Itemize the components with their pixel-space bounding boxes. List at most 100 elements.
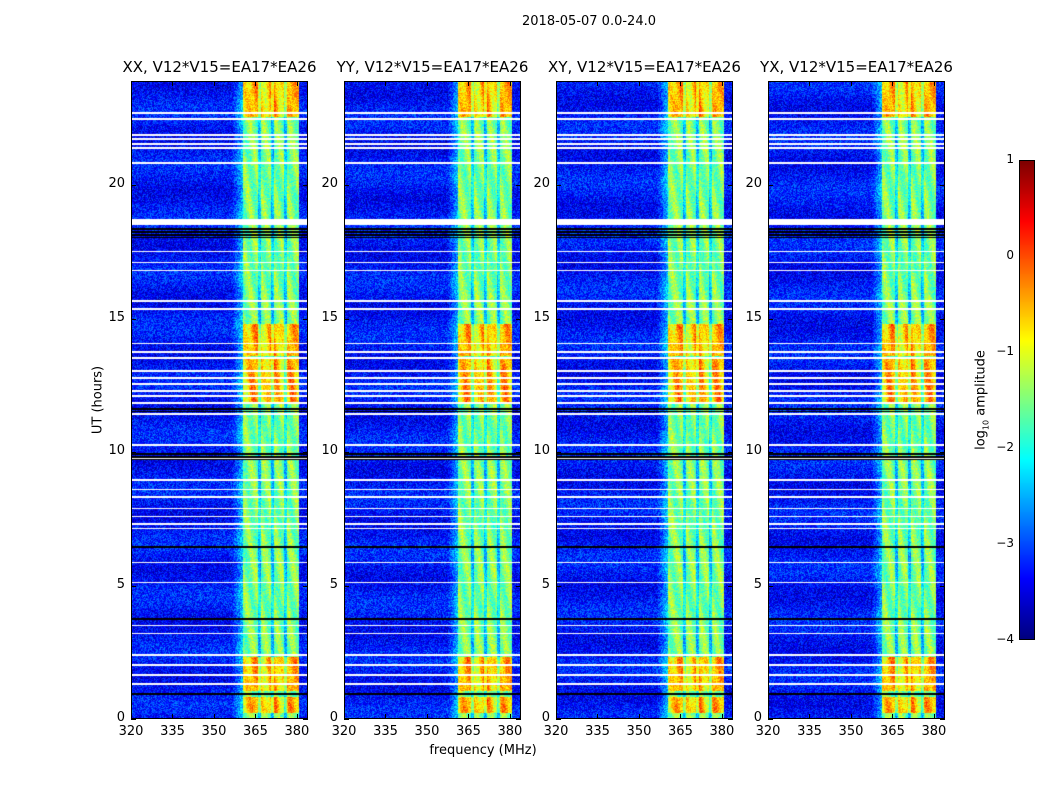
colorbar-gradient	[1020, 161, 1034, 639]
x-tick-label: 320	[755, 724, 781, 739]
x-tick-mark	[680, 714, 682, 719]
x-tick-label: 365	[668, 724, 693, 739]
y-tick-mark	[344, 452, 349, 454]
y-tick-mark	[940, 719, 945, 720]
panel-title: XX, V12*V15=EA17*EA26	[122, 58, 317, 76]
y-tick-mark	[556, 585, 561, 587]
heatmap-axes	[768, 81, 945, 719]
y-tick-mark	[344, 585, 349, 587]
x-tick-label: 320	[118, 724, 144, 739]
y-tick-mark	[303, 585, 308, 587]
x-tick-mark	[172, 81, 174, 86]
y-tick-label: 0	[753, 710, 762, 725]
x-tick-mark	[933, 714, 935, 719]
y-tick-label: 10	[321, 443, 338, 459]
x-tick-mark	[850, 81, 852, 86]
y-tick-mark	[940, 185, 945, 187]
y-tick-label: 20	[108, 176, 125, 192]
x-tick-mark	[721, 81, 723, 86]
x-tick-mark	[468, 714, 470, 719]
y-tick-mark	[131, 719, 136, 720]
y-tick-mark	[556, 719, 561, 720]
colorbar-label-rest: amplitude	[973, 350, 989, 420]
y-tick-mark	[728, 452, 733, 454]
y-tick-mark	[516, 318, 521, 320]
y-tick-mark	[131, 452, 136, 454]
x-tick-mark	[809, 714, 811, 719]
y-axis-label: UT (hours)	[90, 365, 106, 435]
x-tick-mark	[556, 714, 557, 719]
x-tick-mark	[131, 714, 132, 719]
colorbar-tick-label: −1	[996, 344, 1014, 358]
x-tick-mark	[426, 81, 428, 86]
heatmap-canvas	[345, 82, 520, 718]
y-tick-label: 10	[108, 443, 125, 459]
y-tick-label: 5	[116, 576, 125, 592]
y-tick-mark	[940, 318, 945, 320]
x-tick-mark	[638, 81, 640, 86]
y-tick-mark	[303, 719, 308, 720]
x-tick-mark	[509, 81, 511, 86]
x-tick-label: 350	[201, 724, 227, 739]
y-tick-mark	[516, 452, 521, 454]
x-tick-mark	[509, 714, 511, 719]
y-tick-mark	[768, 185, 773, 187]
x-tick-mark	[768, 81, 769, 86]
colorbar	[1019, 160, 1035, 640]
x-tick-label: 365	[456, 724, 481, 739]
panel-title: XY, V12*V15=EA17*EA26	[548, 58, 741, 76]
y-tick-mark	[556, 185, 561, 187]
x-tick-mark	[768, 714, 769, 719]
x-tick-label: 320	[331, 724, 357, 739]
y-tick-label: 5	[753, 576, 762, 592]
colorbar-tick-label: 1	[1006, 152, 1014, 166]
x-tick-mark	[850, 714, 852, 719]
y-tick-label: 0	[329, 710, 338, 725]
colorbar-tick-label: 0	[1006, 248, 1014, 262]
x-tick-label: 380	[921, 724, 947, 739]
figure-title: 2018-05-07 0.0-24.0	[522, 14, 656, 29]
x-tick-label: 365	[243, 724, 268, 739]
x-tick-mark	[296, 714, 298, 719]
x-tick-mark	[131, 81, 132, 86]
y-tick-label: 0	[541, 710, 550, 725]
heatmap-axes	[556, 81, 733, 719]
x-tick-label: 365	[880, 724, 905, 739]
y-tick-mark	[516, 719, 521, 720]
x-tick-label: 335	[585, 724, 610, 739]
x-tick-mark	[892, 714, 894, 719]
y-tick-mark	[556, 318, 561, 320]
y-tick-mark	[768, 719, 773, 720]
x-tick-mark	[892, 81, 894, 86]
colorbar-label-log: log	[973, 430, 989, 450]
x-tick-label: 350	[838, 724, 864, 739]
y-tick-label: 10	[745, 443, 762, 459]
x-axis-label: frequency (MHz)	[429, 743, 537, 758]
heatmap-canvas	[557, 82, 732, 718]
x-tick-mark	[809, 81, 811, 86]
x-tick-mark	[344, 714, 345, 719]
colorbar-label: log10 amplitude	[974, 350, 991, 450]
x-tick-label: 380	[284, 724, 310, 739]
x-tick-label: 335	[373, 724, 398, 739]
y-tick-label: 5	[541, 576, 550, 592]
x-tick-mark	[255, 714, 257, 719]
y-tick-mark	[303, 185, 308, 187]
y-tick-label: 15	[745, 309, 762, 325]
y-tick-label: 15	[108, 309, 125, 325]
x-tick-mark	[468, 81, 470, 86]
y-tick-mark	[940, 452, 945, 454]
y-tick-mark	[344, 318, 349, 320]
colorbar-tick-label: −3	[996, 536, 1014, 550]
y-tick-mark	[516, 185, 521, 187]
x-tick-mark	[296, 81, 298, 86]
y-tick-label: 15	[533, 309, 550, 325]
x-tick-mark	[344, 81, 345, 86]
x-tick-mark	[597, 81, 599, 86]
y-tick-label: 0	[116, 710, 125, 725]
x-tick-label: 350	[626, 724, 652, 739]
y-tick-mark	[728, 318, 733, 320]
y-tick-mark	[940, 585, 945, 587]
x-tick-mark	[556, 81, 557, 86]
y-tick-mark	[303, 452, 308, 454]
